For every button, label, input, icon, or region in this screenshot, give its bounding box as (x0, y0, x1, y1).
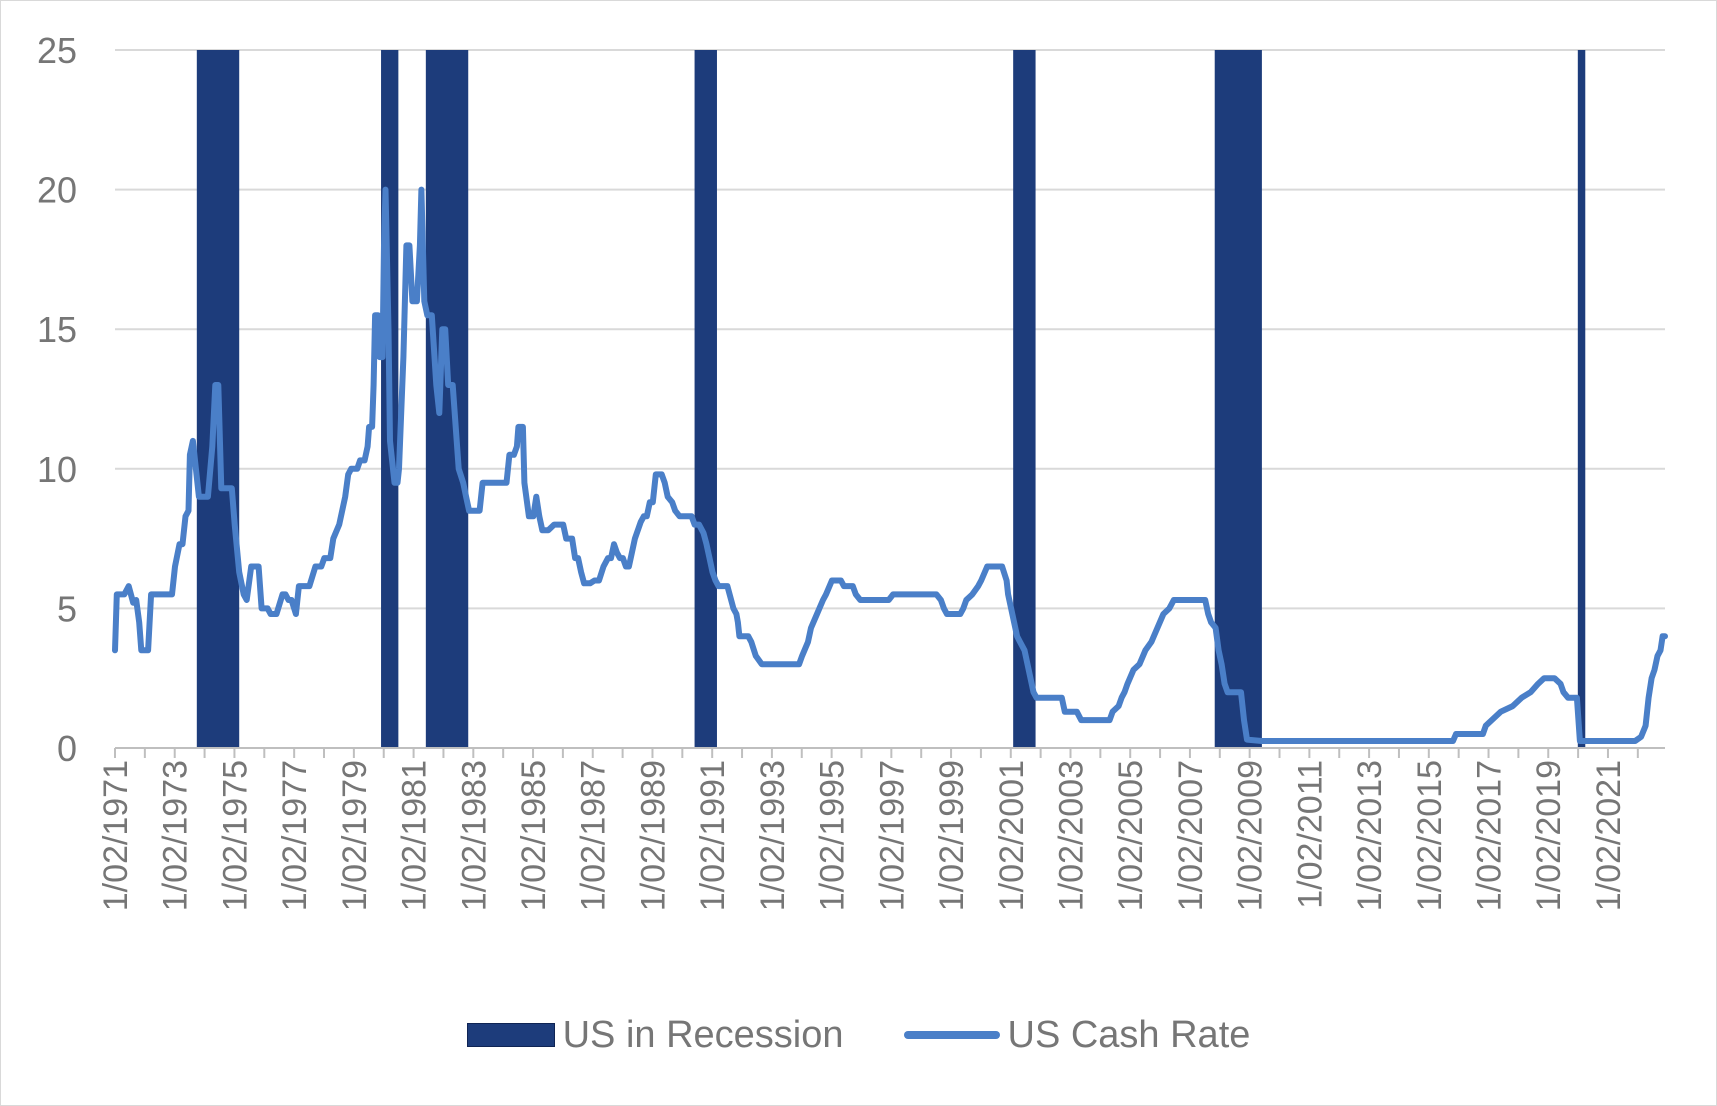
x-tick-label: 1/02/1991 (694, 760, 732, 911)
gridlines (115, 49, 1665, 610)
cash-rate-series (112, 186, 1668, 744)
x-tick-label: 1/02/2007 (1172, 760, 1210, 911)
x-tick-label: 1/02/2021 (1590, 760, 1628, 911)
x-tick-label: 1/02/2009 (1232, 760, 1270, 911)
y-tick-label: 25 (37, 30, 77, 71)
legend-label-cash-rate: US Cash Rate (1007, 1013, 1251, 1056)
x-tick-label: 1/02/2019 (1530, 760, 1568, 911)
x-tick-label: 1/02/1997 (873, 760, 911, 911)
x-tick-label: 1/02/1983 (455, 760, 493, 911)
x-tick-label: 1/02/1995 (814, 760, 852, 911)
y-tick-label: 15 (37, 309, 77, 350)
y-tick-label: 10 (37, 449, 77, 490)
x-axis-ticks: 1/02/1971 1/02/1973 1/02/1975 1/02/1977 1/02… (97, 760, 1628, 911)
x-tick-label: 1/02/1987 (575, 760, 613, 911)
x-tick-label: 1/02/2001 (993, 760, 1031, 911)
x-tick-label: 1/02/1999 (933, 760, 971, 911)
x-tick-label: 1/02/1975 (216, 760, 254, 911)
x-tick-label: 1/02/1971 (97, 760, 135, 911)
x-tick-label: 1/02/1977 (276, 760, 314, 911)
recession-bar (1577, 50, 1586, 748)
recession-bars (196, 50, 1586, 748)
x-tick-label: 1/02/1981 (396, 760, 434, 911)
recession-bar (1214, 50, 1262, 748)
recession-bar (425, 50, 469, 748)
recession-bar (1013, 50, 1036, 748)
x-tick-label: 1/02/2005 (1112, 760, 1150, 911)
x-tick-label: 1/02/1993 (754, 760, 792, 911)
cash-rate-swatch (903, 1031, 1000, 1039)
recession-swatch (466, 1023, 555, 1047)
cash-rate-line (112, 186, 1668, 744)
legend-label-recession: US in Recession (562, 1013, 844, 1056)
legend-item-cash-rate: US Cash Rate (903, 1013, 1251, 1057)
legend: US in Recession US Cash Rate (0, 1005, 1717, 1065)
x-tick-label: 1/02/1973 (157, 760, 195, 911)
y-tick-label: 5 (57, 588, 77, 629)
x-tick-label: 1/02/2015 (1411, 760, 1449, 911)
y-axis-ticks: 0 5 10 15 20 25 (37, 30, 77, 769)
x-tick-label: 1/02/1989 (634, 760, 672, 911)
x-tick-label: 1/02/1979 (336, 760, 374, 911)
x-axis (114, 747, 1665, 758)
recession-bar (694, 50, 717, 748)
x-tick-label: 1/02/2011 (1291, 760, 1329, 909)
x-tick-label: 1/02/2013 (1351, 760, 1389, 911)
y-tick-label: 20 (37, 170, 77, 211)
x-tick-label: 1/02/2017 (1471, 760, 1509, 911)
y-tick-label: 0 (57, 728, 77, 769)
x-tick-label: 1/02/1985 (515, 760, 553, 911)
x-tick-label: 1/02/2003 (1052, 760, 1090, 911)
legend-item-recession: US in Recession (466, 1013, 844, 1057)
